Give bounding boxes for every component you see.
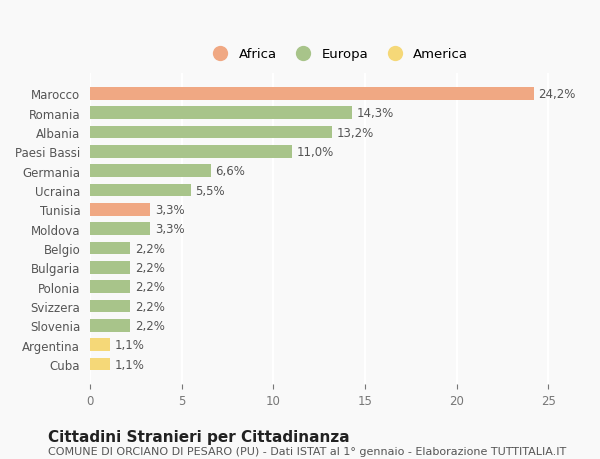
Text: COMUNE DI ORCIANO DI PESARO (PU) - Dati ISTAT al 1° gennaio - Elaborazione TUTTI: COMUNE DI ORCIANO DI PESARO (PU) - Dati …: [48, 447, 566, 456]
Bar: [90, 107, 352, 120]
Text: 14,3%: 14,3%: [357, 107, 394, 120]
Text: 3,3%: 3,3%: [155, 223, 185, 235]
Text: 13,2%: 13,2%: [337, 126, 374, 139]
Bar: [90, 281, 130, 293]
Bar: [90, 204, 151, 216]
Bar: [90, 319, 130, 332]
Text: 11,0%: 11,0%: [296, 146, 334, 158]
Text: Cittadini Stranieri per Cittadinanza: Cittadini Stranieri per Cittadinanza: [48, 429, 350, 444]
Text: 1,1%: 1,1%: [115, 338, 145, 352]
Bar: [90, 242, 130, 255]
Bar: [90, 339, 110, 351]
Text: 2,2%: 2,2%: [135, 261, 165, 274]
Text: 1,1%: 1,1%: [115, 358, 145, 371]
Bar: [90, 185, 191, 197]
Text: 6,6%: 6,6%: [215, 165, 245, 178]
Bar: [90, 262, 130, 274]
Bar: [90, 358, 110, 370]
Bar: [90, 223, 151, 235]
Text: 5,5%: 5,5%: [196, 184, 225, 197]
Legend: Africa, Europa, America: Africa, Europa, America: [202, 43, 473, 67]
Text: 2,2%: 2,2%: [135, 280, 165, 294]
Text: 3,3%: 3,3%: [155, 203, 185, 216]
Text: 2,2%: 2,2%: [135, 242, 165, 255]
Bar: [90, 300, 130, 313]
Text: 2,2%: 2,2%: [135, 319, 165, 332]
Bar: [90, 165, 211, 178]
Bar: [90, 88, 533, 101]
Text: 2,2%: 2,2%: [135, 300, 165, 313]
Bar: [90, 146, 292, 158]
Bar: [90, 127, 332, 139]
Text: 24,2%: 24,2%: [538, 88, 575, 101]
